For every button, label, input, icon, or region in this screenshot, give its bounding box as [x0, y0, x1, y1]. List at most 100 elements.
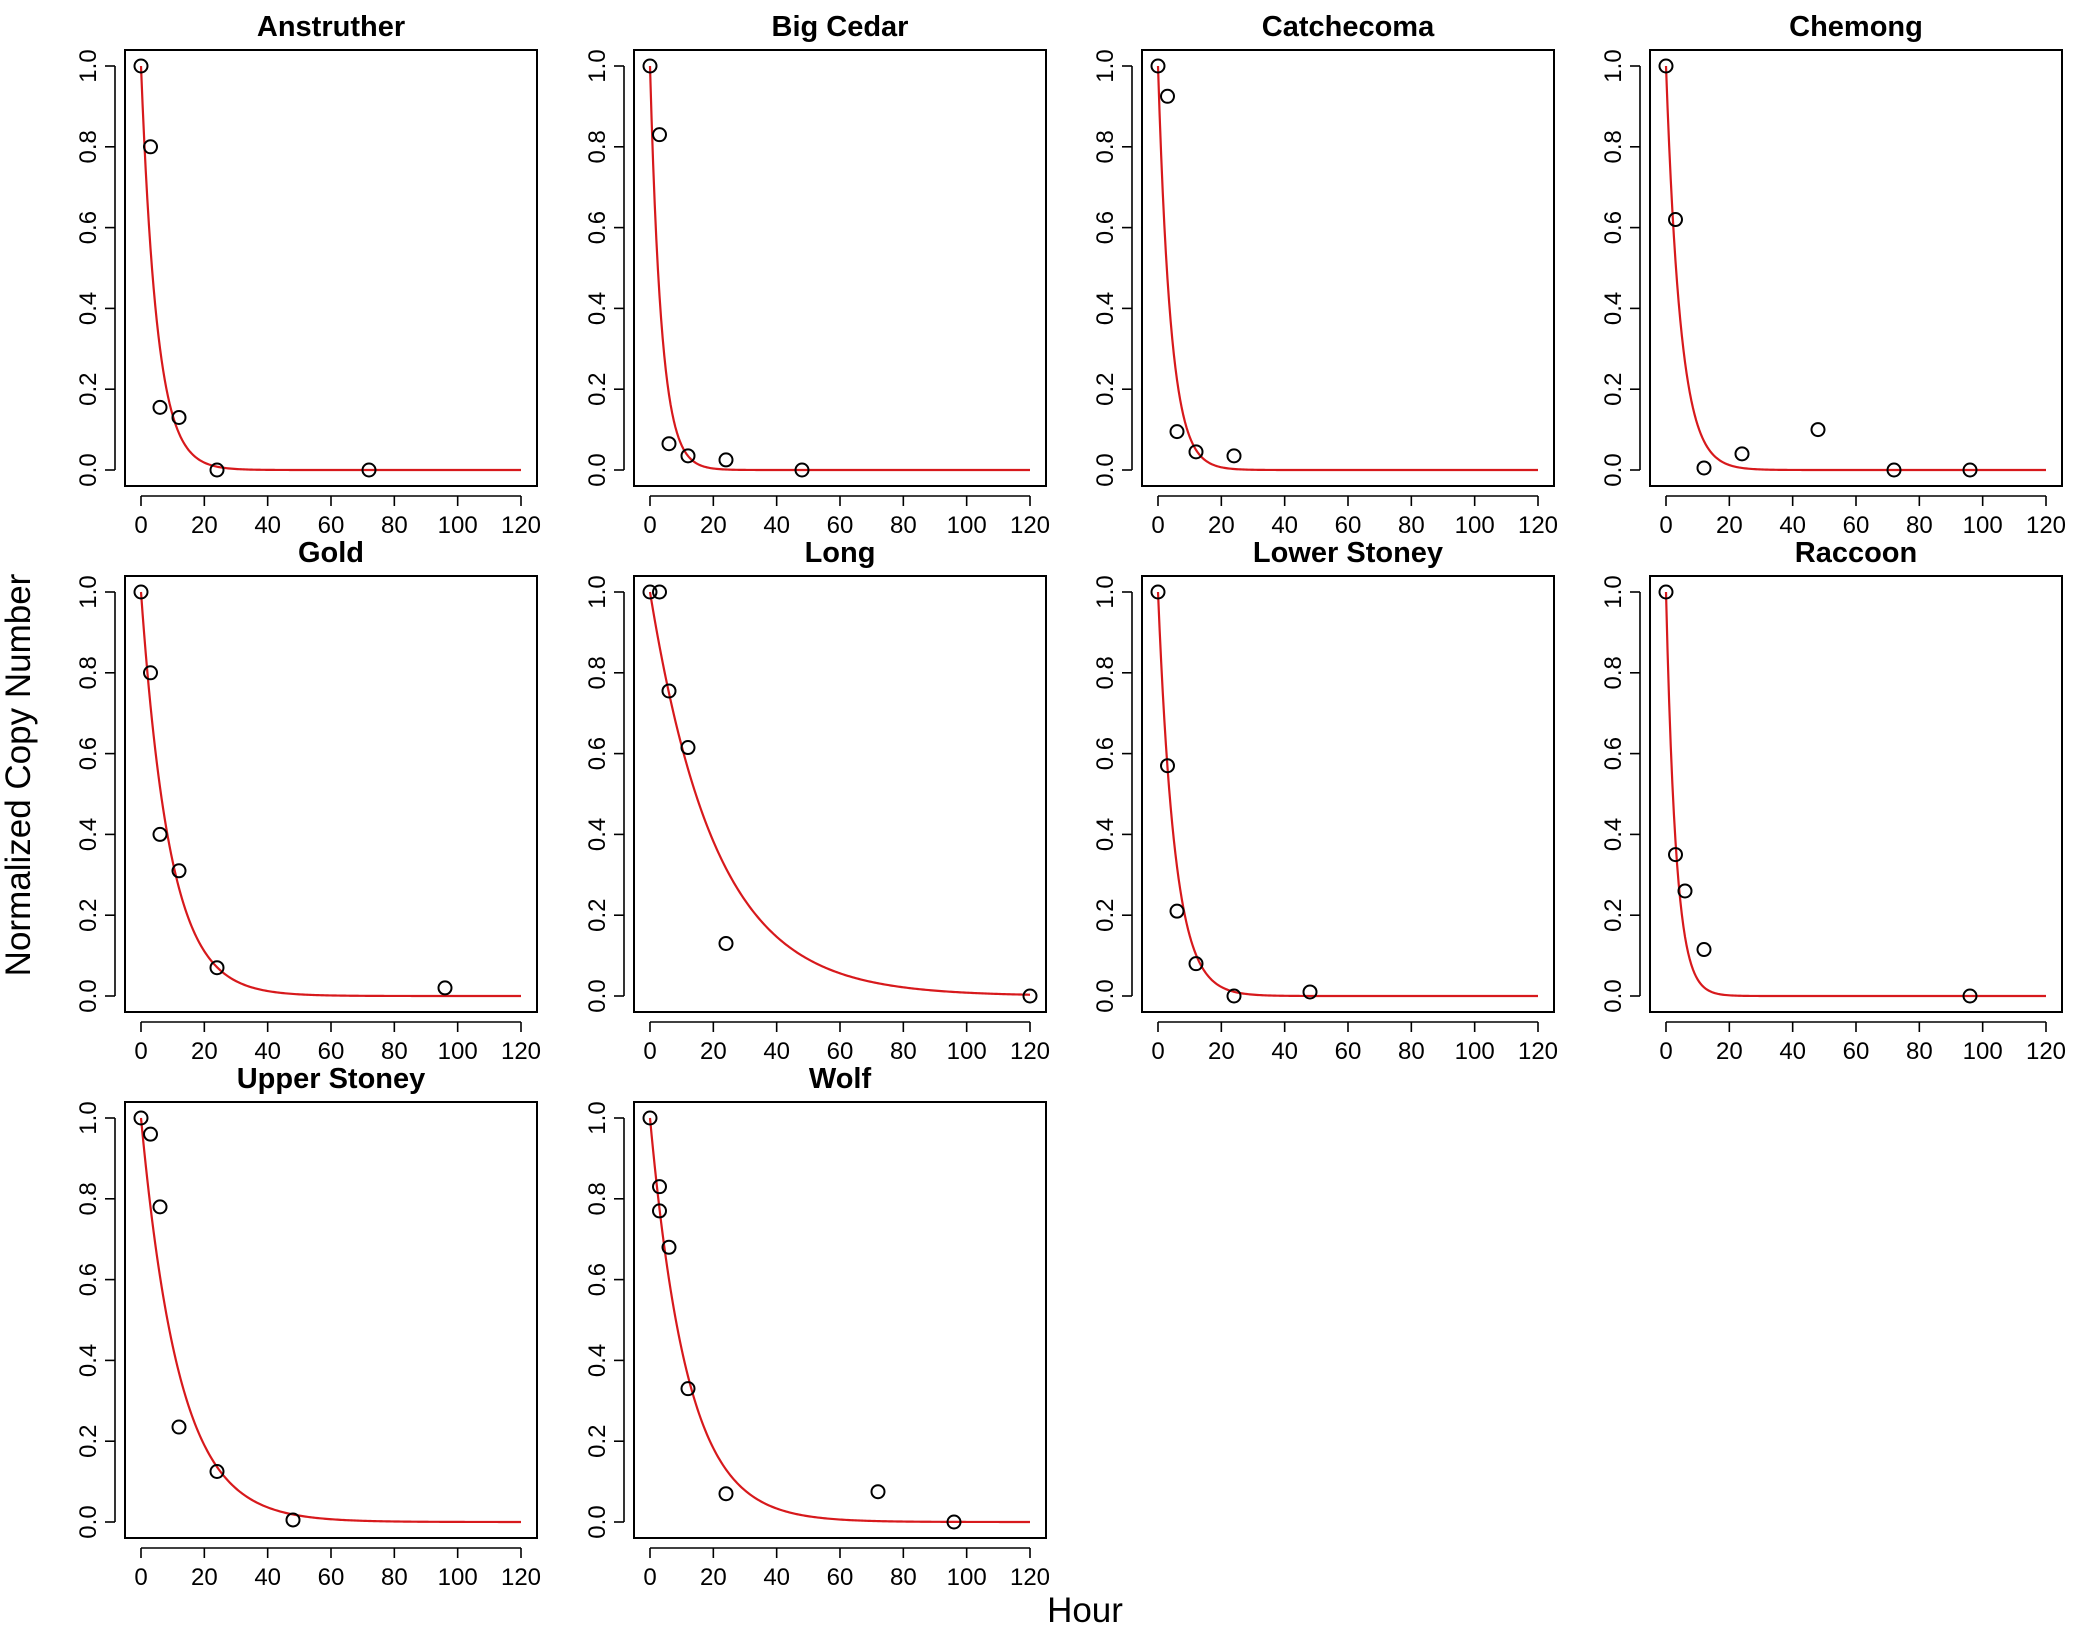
y-tick-label: 0.8 — [1600, 130, 1627, 163]
y-tick-label: 0.0 — [1600, 979, 1627, 1012]
x-tick-label: 0 — [1151, 512, 1164, 539]
data-point — [1677, 883, 1693, 899]
x-tick-label: 40 — [1271, 1038, 1298, 1065]
x-tick-label: 100 — [1963, 1038, 2003, 1065]
x-tick-label: 0 — [643, 1564, 656, 1591]
plot-frame — [1649, 49, 2063, 487]
data-point — [652, 1179, 667, 1195]
x-tick-label: 120 — [2026, 1038, 2066, 1065]
fit-curve — [648, 1117, 1030, 1524]
panel-title: Wolf — [809, 1063, 872, 1095]
y-tick-label: 0.6 — [1092, 737, 1119, 770]
fit-curve — [139, 65, 521, 472]
y-tick-label: 1.0 — [1600, 49, 1627, 82]
x-tick-label: 60 — [318, 512, 345, 539]
y-tick-label: 0.4 — [1600, 818, 1627, 851]
x-tick-label: 100 — [947, 512, 987, 539]
data-point — [642, 584, 658, 600]
data-point — [1658, 584, 1674, 600]
plot-frame — [124, 575, 538, 1013]
x-tick-label: 100 — [1963, 512, 2003, 539]
data-point — [1169, 903, 1185, 919]
plot-frame — [124, 1101, 538, 1539]
y-tick-label: 0.6 — [75, 211, 102, 244]
plot-frame — [1141, 49, 1555, 487]
x-tick-label: 120 — [1518, 512, 1558, 539]
x-tick-label: 80 — [890, 1038, 917, 1065]
fit-curve — [139, 1117, 521, 1524]
x-tick-label: 20 — [191, 1564, 218, 1591]
y-tick-label: 0.8 — [75, 130, 102, 163]
x-tick-label: 0 — [643, 512, 656, 539]
fit-curve — [139, 591, 521, 998]
data-point — [152, 1199, 168, 1215]
fit-curve — [1664, 591, 2046, 998]
x-tick-label: 80 — [381, 1564, 408, 1591]
x-tick-label: 60 — [1843, 512, 1870, 539]
data-point — [1188, 956, 1204, 972]
panel-raccoon: Raccoon 0 20 40 60 80 100 120 0.0 0.2 0.4 0.6 0.8 1.0 — [1600, 537, 2066, 1065]
x-tick-label: 20 — [700, 1038, 727, 1065]
data-point — [1160, 758, 1175, 774]
x-tick-label: 80 — [890, 512, 917, 539]
data-point — [718, 1486, 734, 1502]
y-tick-label: 0.0 — [1092, 979, 1119, 1012]
panel-title: Big Cedar — [772, 11, 909, 43]
data-point — [1696, 942, 1712, 958]
plot-frame — [124, 49, 538, 487]
x-tick-label: 120 — [2026, 512, 2066, 539]
y-tick-label: 0.8 — [75, 1182, 102, 1215]
x-tick-label: 0 — [1151, 1038, 1164, 1065]
x-tick-label: 100 — [947, 1564, 987, 1591]
panel-title: Anstruther — [257, 11, 405, 43]
x-tick-label: 0 — [1659, 512, 1672, 539]
x-tick-label: 20 — [191, 512, 218, 539]
y-tick-label: 0.0 — [1600, 453, 1627, 486]
y-tick-label: 0.0 — [75, 453, 102, 486]
x-tick-label: 0 — [1659, 1038, 1672, 1065]
x-tick-label: 40 — [763, 1038, 790, 1065]
x-tick-label: 0 — [134, 1564, 147, 1591]
y-tick-label: 1.0 — [584, 1101, 611, 1134]
y-tick-label: 1.0 — [1092, 49, 1119, 82]
x-tick-label: 120 — [501, 1564, 541, 1591]
data-point — [718, 935, 734, 951]
y-tick-label: 0.2 — [1092, 899, 1119, 932]
x-tick-label: 20 — [700, 1564, 727, 1591]
y-tick-label: 0.6 — [1600, 211, 1627, 244]
data-point — [1734, 446, 1750, 462]
data-point — [718, 452, 734, 468]
panel-long: Long 0 20 40 60 80 100 120 0.0 0.2 0.4 0.6 0.8 1.0 — [584, 537, 1050, 1065]
x-tick-label: 120 — [1010, 512, 1050, 539]
data-point — [1962, 462, 1978, 478]
x-tick-label: 80 — [1906, 1038, 1933, 1065]
panel-big-cedar: Big Cedar 0 20 40 60 80 100 120 0.0 0.2 0.4 0.6 0.8 1… — [584, 11, 1050, 539]
x-tick-label: 60 — [1843, 1038, 1870, 1065]
x-tick-label: 60 — [827, 1038, 854, 1065]
x-tick-label: 100 — [1455, 1038, 1495, 1065]
y-tick-label: 0.2 — [1600, 373, 1627, 406]
y-tick-label: 0.8 — [1092, 130, 1119, 163]
y-tick-label: 0.6 — [75, 737, 102, 770]
data-point — [661, 1239, 677, 1255]
data-point — [661, 436, 677, 452]
y-tick-label: 0.4 — [75, 818, 102, 851]
y-tick-label: 0.6 — [1092, 211, 1119, 244]
y-tick-label: 0.8 — [584, 1182, 611, 1215]
y-tick-label: 0.4 — [584, 292, 611, 325]
y-tick-label: 1.0 — [75, 49, 102, 82]
x-tick-label: 80 — [381, 1038, 408, 1065]
data-point — [437, 980, 453, 996]
data-point — [1810, 422, 1826, 438]
y-tick-label: 0.6 — [584, 211, 611, 244]
x-tick-label: 40 — [763, 1564, 790, 1591]
x-tick-label: 100 — [438, 1038, 478, 1065]
data-point — [133, 1110, 149, 1126]
x-tick-label: 60 — [827, 1564, 854, 1591]
x-tick-label: 100 — [438, 512, 478, 539]
plot-frame — [633, 575, 1047, 1013]
panels: Anstruther 0 20 40 60 80 100 120 0.0 0.2 0.4 0.6 0.8… — [75, 11, 2066, 1591]
data-point — [1658, 58, 1674, 74]
y-tick-label: 0.4 — [584, 1344, 611, 1377]
x-tick-label: 120 — [501, 512, 541, 539]
